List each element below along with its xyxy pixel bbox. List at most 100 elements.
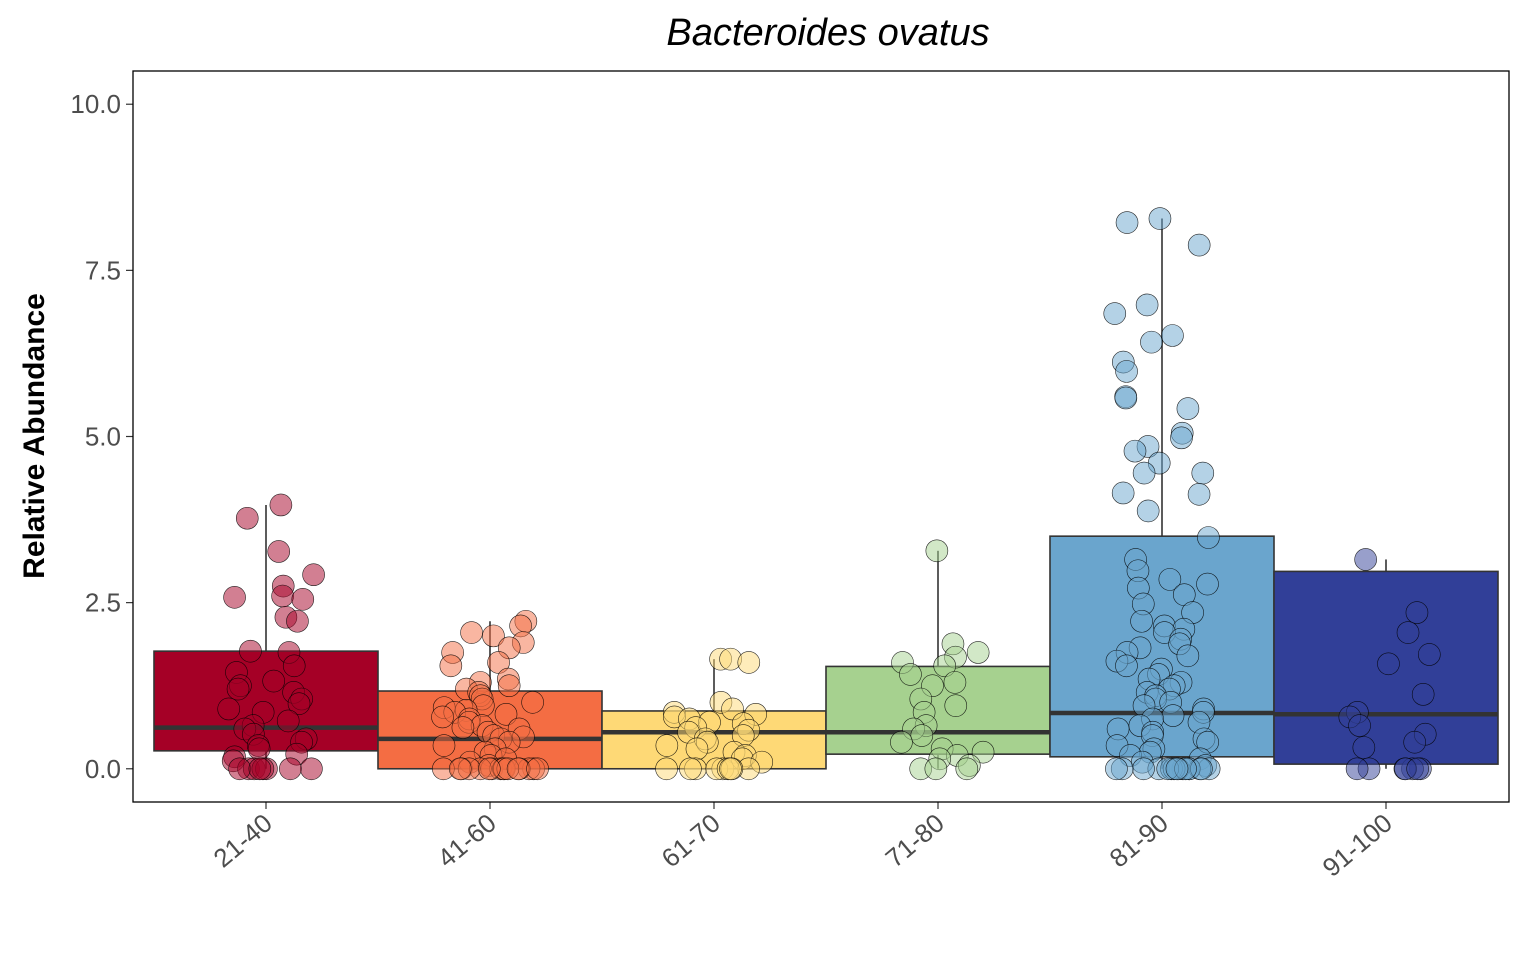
data-point — [300, 757, 323, 781]
data-point — [1132, 757, 1155, 781]
y-tick-label: 0.0 — [85, 754, 121, 784]
data-point — [226, 677, 250, 701]
data-point — [1406, 757, 1429, 781]
box — [153, 650, 379, 752]
box-group-91-100 — [1273, 548, 1499, 781]
data-point — [460, 621, 483, 644]
data-point — [1111, 481, 1135, 505]
data-point — [282, 654, 306, 678]
data-point — [1140, 330, 1163, 354]
data-point — [944, 694, 968, 717]
plot-area: 0.0 2.5 5.0 7.5 10.0 21-40 41-60 61-70 71-80 81-9… — [70, 89, 1499, 883]
data-point — [235, 506, 259, 530]
data-point — [1170, 426, 1193, 450]
data-point — [1405, 601, 1429, 624]
data-point — [1418, 643, 1441, 666]
data-point — [737, 651, 761, 674]
data-point — [933, 654, 956, 678]
data-point — [228, 757, 251, 781]
x-tick-label: 91-100 — [1317, 808, 1398, 883]
box-group-81-90 — [1049, 207, 1275, 781]
data-point — [478, 757, 501, 781]
data-point — [655, 734, 679, 757]
data-point — [1158, 568, 1182, 591]
data-point — [1187, 233, 1211, 257]
data-point — [924, 757, 948, 781]
data-point — [267, 540, 291, 563]
data-point — [432, 734, 456, 757]
data-point — [1191, 461, 1215, 485]
x-tick-label: 21-40 — [208, 808, 278, 874]
data-point — [1123, 439, 1147, 463]
data-point — [1187, 483, 1211, 506]
data-point — [1135, 293, 1159, 317]
data-point — [431, 705, 454, 729]
data-point — [1114, 386, 1138, 410]
data-point — [955, 757, 979, 781]
y-tick-label: 7.5 — [85, 255, 121, 285]
data-point — [1176, 397, 1200, 420]
data-point — [1345, 757, 1369, 781]
x-tick-label: 71-80 — [880, 808, 950, 874]
data-point — [685, 737, 709, 761]
y-tick-label: 10.0 — [70, 89, 121, 119]
data-point — [1161, 704, 1185, 727]
data-point — [1352, 736, 1376, 759]
data-point — [1396, 621, 1420, 644]
y-axis-label: Relative Abundance — [18, 293, 51, 579]
data-point — [497, 674, 521, 698]
data-point — [217, 697, 240, 721]
panel-border — [132, 70, 1510, 803]
data-point — [1348, 714, 1371, 737]
box-group-21-40 — [153, 493, 379, 781]
data-point — [1377, 652, 1400, 676]
data-point — [1176, 644, 1200, 668]
x-tick-label: 61-70 — [656, 808, 726, 874]
box-group-61-70 — [601, 647, 827, 781]
data-point — [1354, 548, 1377, 571]
data-point — [248, 757, 272, 781]
data-point — [1115, 654, 1138, 678]
chart-title: Bacteroides ovatus — [666, 12, 989, 54]
data-point — [247, 737, 271, 761]
data-point — [1105, 757, 1128, 781]
data-point — [943, 671, 967, 694]
data-point — [1136, 499, 1160, 523]
data-point — [271, 584, 294, 608]
x-tick-label: 41-60 — [432, 808, 502, 874]
data-point — [262, 669, 285, 693]
y-tick-label: 2.5 — [85, 588, 121, 618]
data-point — [279, 757, 302, 781]
data-point — [1103, 302, 1127, 325]
data-point — [655, 757, 678, 781]
data-point — [1148, 207, 1172, 230]
data-point — [1403, 730, 1426, 754]
data-point — [448, 757, 472, 781]
data-point — [439, 654, 463, 678]
y-tick-label: 5.0 — [85, 422, 121, 452]
data-point — [1411, 683, 1435, 706]
data-point — [719, 757, 742, 781]
data-point — [679, 757, 702, 781]
data-point — [1196, 572, 1219, 596]
data-point — [482, 624, 505, 648]
box-group-41-60 — [377, 609, 603, 781]
data-point — [1115, 360, 1138, 383]
data-point — [302, 563, 325, 587]
data-point — [239, 639, 262, 663]
data-point — [1165, 757, 1189, 781]
data-point — [1197, 526, 1220, 549]
data-point — [276, 709, 300, 733]
data-point — [971, 740, 995, 764]
data-point — [1115, 211, 1139, 234]
data-point — [1130, 609, 1153, 633]
data-point — [286, 609, 309, 633]
data-point — [291, 588, 315, 611]
x-tick-label: 81-90 — [1104, 808, 1174, 874]
data-point — [269, 493, 293, 517]
data-point — [1161, 324, 1184, 347]
data-point — [925, 539, 949, 563]
data-point — [506, 757, 530, 781]
